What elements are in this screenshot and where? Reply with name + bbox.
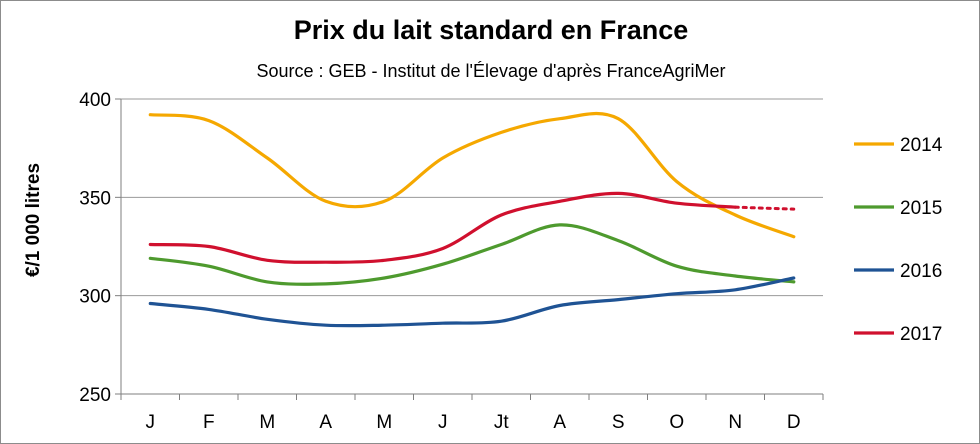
x-tick-label: S bbox=[612, 412, 625, 433]
x-tick-label: F bbox=[203, 412, 215, 433]
legend-label-2015: 2015 bbox=[900, 198, 942, 219]
x-tick-label: M bbox=[259, 412, 275, 433]
series-line-2017 bbox=[148, 191, 737, 264]
gridlines bbox=[121, 98, 823, 297]
x-tick-label: A bbox=[319, 412, 332, 433]
x-tick-label: J bbox=[146, 412, 156, 433]
y-tick-label: 300 bbox=[79, 287, 111, 308]
y-tick-label: 400 bbox=[79, 90, 111, 111]
chart-title: Prix du lait standard en France bbox=[294, 15, 689, 45]
series-line-2014 bbox=[148, 111, 796, 239]
series-projection-2017 bbox=[733, 205, 796, 211]
y-tick-label: 250 bbox=[79, 385, 111, 406]
x-tick-label: N bbox=[728, 412, 742, 433]
legend: 2014 2015 2016 2017 bbox=[854, 135, 943, 345]
x-tick-label: M bbox=[376, 412, 392, 433]
series-lines bbox=[148, 111, 796, 328]
legend-label-2017: 2017 bbox=[900, 324, 942, 345]
x-tick-label: Jt bbox=[494, 412, 510, 433]
axes: 250 300 350 400 J F M A M J Jt A S O N D bbox=[79, 90, 824, 433]
series-line-2016 bbox=[148, 276, 796, 328]
x-tick-label: J bbox=[438, 412, 448, 433]
legend-label-2014: 2014 bbox=[900, 135, 943, 156]
y-tick-label: 350 bbox=[79, 188, 111, 209]
chart-subtitle: Source : GEB - Institut de l'Élevage d'a… bbox=[256, 61, 725, 81]
y-axis-label: €/1 000 litres bbox=[23, 163, 44, 277]
x-tick-label: O bbox=[669, 412, 684, 433]
legend-label-2016: 2016 bbox=[900, 261, 942, 282]
series-line-2015 bbox=[148, 223, 796, 286]
x-tick-label: A bbox=[553, 412, 566, 433]
x-tick-label: D bbox=[787, 412, 801, 433]
